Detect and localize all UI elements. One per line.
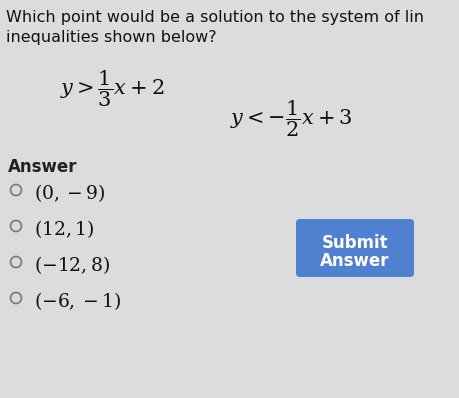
Text: Which point would be a solution to the system of lin: Which point would be a solution to the s… xyxy=(6,10,424,25)
Text: inequalities shown below?: inequalities shown below? xyxy=(6,30,217,45)
Text: $(-6, -1)$: $(-6, -1)$ xyxy=(34,290,121,312)
Text: Answer: Answer xyxy=(8,158,78,176)
Text: $y > \dfrac{1}{3}x + 2$: $y > \dfrac{1}{3}x + 2$ xyxy=(60,68,164,109)
Text: $(-12, 8)$: $(-12, 8)$ xyxy=(34,254,110,276)
Text: Submit: Submit xyxy=(322,234,388,252)
Text: $y < -\dfrac{1}{2}x + 3$: $y < -\dfrac{1}{2}x + 3$ xyxy=(230,98,353,139)
Text: $(0, -9)$: $(0, -9)$ xyxy=(34,182,106,204)
Text: $(12, 1)$: $(12, 1)$ xyxy=(34,218,95,240)
FancyBboxPatch shape xyxy=(296,219,414,277)
Text: Answer: Answer xyxy=(320,252,390,270)
